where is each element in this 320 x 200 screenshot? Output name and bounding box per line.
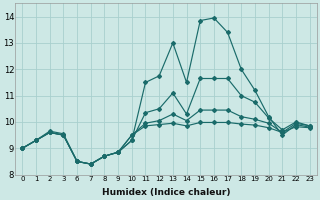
X-axis label: Humidex (Indice chaleur): Humidex (Indice chaleur) [102,188,230,197]
